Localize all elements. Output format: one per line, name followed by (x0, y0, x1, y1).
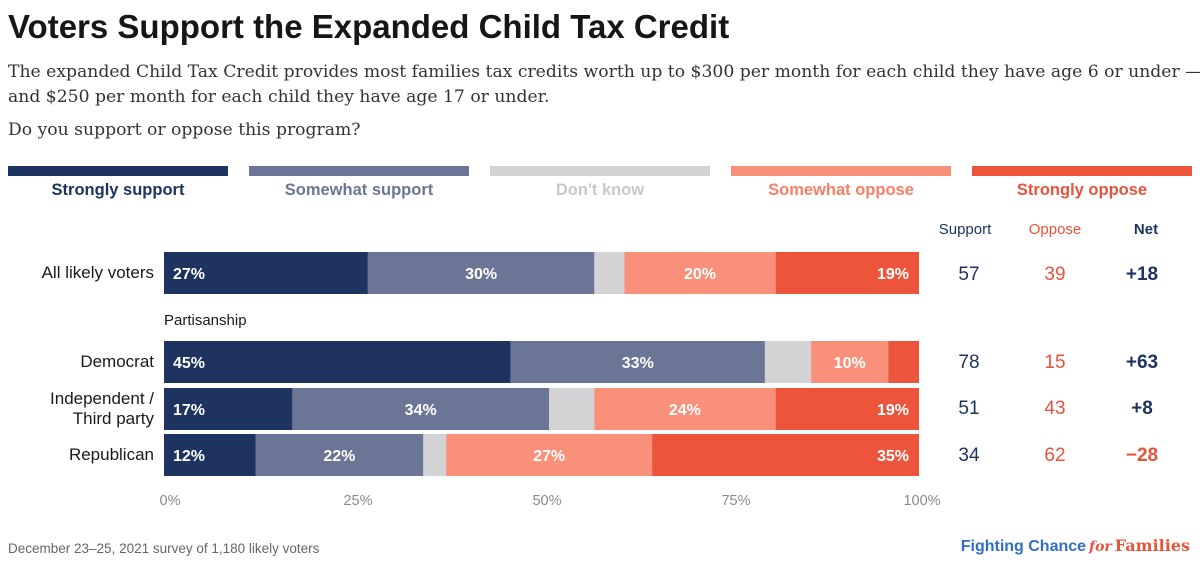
net-value-republican: −28 (1125, 445, 1159, 466)
data-label-democrat-somewhat-support: 33% (622, 355, 654, 372)
support-column-header: Support (938, 221, 992, 238)
legend-swatch-somewhat-support (249, 166, 469, 176)
net-value-independent: +8 (1131, 398, 1153, 419)
legend-label-strongly-support: Strongly support (51, 181, 185, 199)
data-label-independent-strongly-oppose: 19% (877, 402, 909, 419)
data-label-democrat-somewhat-oppose: 10% (834, 355, 866, 372)
oppose-value-all: 39 (1044, 264, 1066, 285)
bar-segment-independent-dont-know (549, 388, 595, 430)
x-tick-25: 25% (343, 493, 373, 509)
subtitle-line-1: The expanded Child Tax Credit provides m… (8, 62, 1200, 82)
row-label-democrat: Democrat (80, 352, 154, 371)
data-label-independent-somewhat-oppose: 24% (669, 402, 701, 419)
survey-footnote: December 23–25, 2021 survey of 1,180 lik… (8, 541, 320, 556)
data-label-republican-somewhat-oppose: 27% (533, 448, 565, 465)
x-tick-75: 75% (721, 493, 751, 509)
support-value-all: 57 (958, 264, 980, 285)
support-value-republican: 34 (958, 445, 980, 466)
bar-segment-democrat-strongly-oppose (888, 341, 919, 383)
bar-segment-all-dont-know (594, 252, 625, 294)
legend-label-somewhat-support: Somewhat support (284, 181, 434, 199)
legend-swatch-strongly-oppose (972, 166, 1192, 176)
support-value-independent: 51 (958, 398, 980, 419)
data-label-democrat-strongly-support: 45% (173, 355, 205, 372)
x-tick-0: 0% (159, 493, 181, 509)
chart-title: Voters Support the Expanded Child Tax Cr… (8, 8, 730, 45)
subtitle-line-2: and $250 per month for each child they h… (8, 87, 550, 107)
oppose-value-democrat: 15 (1044, 352, 1066, 373)
group-label-partisanship: Partisanship (164, 312, 247, 329)
legend-label-dont-know: Don't know (555, 181, 645, 199)
data-label-all-somewhat-support: 30% (465, 266, 497, 283)
legend-label-strongly-oppose: Strongly oppose (1016, 181, 1148, 199)
data-label-all-strongly-oppose: 19% (877, 266, 909, 283)
bar-segment-democrat-dont-know (764, 341, 812, 383)
legend-swatch-dont-know (490, 166, 710, 176)
net-column-header: Net (1133, 221, 1159, 238)
row-label-independent-line-2: Third party (72, 409, 154, 428)
bar-segment-democrat-strongly-support (164, 341, 511, 383)
data-label-independent-strongly-support: 17% (173, 402, 205, 419)
data-label-republican-strongly-oppose: 35% (877, 448, 909, 465)
brand-text-3: Families (1114, 536, 1190, 555)
bar-segment-all-strongly-oppose (775, 252, 919, 294)
row-label-all-likely-voters: All likely voters (41, 263, 154, 282)
brand-text-2: for (1089, 539, 1112, 555)
net-value-democrat: +63 (1125, 352, 1159, 373)
data-label-republican-somewhat-support: 22% (323, 448, 355, 465)
bar-segment-all-strongly-support (164, 252, 368, 294)
bar-segment-independent-somewhat-oppose (594, 388, 776, 430)
net-value-all: +18 (1125, 264, 1159, 285)
row-label-republican: Republican (68, 445, 154, 464)
bar-segment-republican-strongly-support (164, 434, 256, 476)
bar-segment-independent-strongly-support (164, 388, 293, 430)
survey-question: Do you support or oppose this program? (8, 120, 361, 140)
data-label-independent-somewhat-support: 34% (405, 402, 437, 419)
bar-segment-republican-somewhat-oppose (446, 434, 653, 476)
bar-segment-republican-dont-know (423, 434, 447, 476)
oppose-value-republican: 62 (1044, 445, 1066, 466)
bar-segment-independent-strongly-oppose (775, 388, 919, 430)
bar-segment-republican-strongly-oppose (652, 434, 919, 476)
legend-label-somewhat-oppose: Somewhat oppose (768, 181, 914, 199)
bar-segment-independent-somewhat-support (292, 388, 550, 430)
data-label-republican-strongly-support: 12% (173, 448, 205, 465)
data-label-all-somewhat-oppose: 20% (684, 266, 716, 283)
oppose-value-independent: 43 (1044, 398, 1066, 419)
oppose-column-header: Oppose (1028, 221, 1082, 238)
row-label-independent-line-1: Independent / (50, 389, 154, 408)
data-label-all-strongly-support: 27% (173, 266, 205, 283)
brand-text-1: Fighting Chance (960, 538, 1087, 555)
legend-swatch-strongly-support (8, 166, 228, 176)
x-tick-100: 100% (903, 493, 941, 509)
x-tick-50: 50% (532, 493, 562, 509)
bar-segment-republican-somewhat-support (255, 434, 424, 476)
bar-segment-all-somewhat-support (367, 252, 595, 294)
support-value-democrat: 78 (958, 352, 980, 373)
legend-swatch-somewhat-oppose (731, 166, 951, 176)
bar-segment-democrat-somewhat-support (510, 341, 765, 383)
brand-logo: Fighting Chance for Families (961, 536, 1190, 556)
bar-segment-democrat-somewhat-oppose (811, 341, 889, 383)
bar-segment-all-somewhat-oppose (624, 252, 776, 294)
